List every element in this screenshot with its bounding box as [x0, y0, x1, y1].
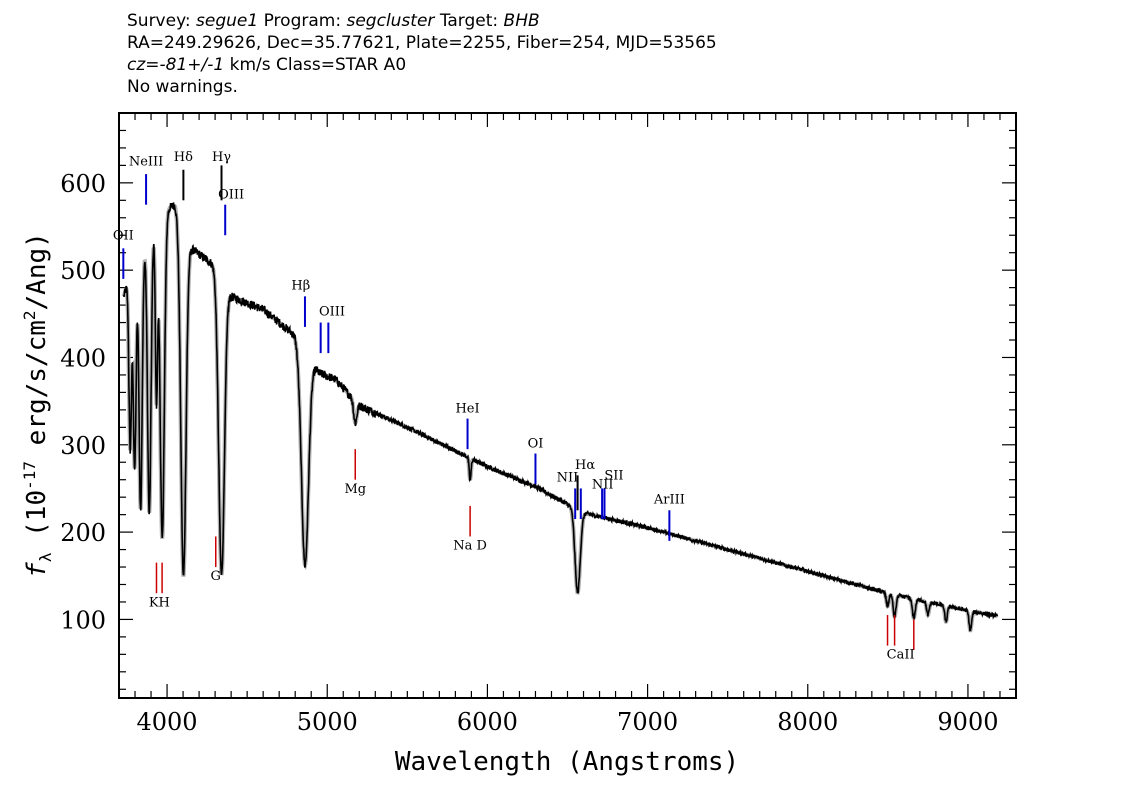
x-tick-label: 7000 — [617, 708, 678, 736]
spectral-line-label: OI — [528, 436, 544, 451]
noise-band — [121, 203, 998, 633]
spectral-line-label: Mg — [344, 482, 366, 497]
spectral-line-label: Hβ — [291, 278, 310, 293]
cz-rest: km/s Class=STAR A0 — [224, 55, 407, 75]
y-tick-label: 500 — [60, 257, 106, 285]
y-axis-title-end: /Ang) — [22, 232, 52, 310]
spectral-line-label: OII — [113, 229, 134, 244]
spectral-line-label: G — [211, 569, 221, 584]
program-value: segcluster — [346, 11, 435, 31]
y-tick-label: 200 — [60, 519, 106, 547]
x-tick-label: 8000 — [777, 708, 838, 736]
spectrum-header: Survey: segue1 Program: segcluster Targe… — [127, 10, 717, 98]
y-axis-title-main: (10 — [22, 490, 52, 553]
target-label: Target: — [439, 11, 499, 31]
y-axis-title: fλ (10-17 erg/s/cm2/Ang) — [20, 232, 55, 578]
spectral-line-label: Hγ — [212, 150, 231, 165]
y-tick-label: 600 — [60, 170, 106, 198]
y-tick-label: 400 — [60, 344, 106, 372]
y-tick-labels: 100 200 300 400 500 600 — [60, 170, 106, 635]
y-tick-label: 300 — [60, 432, 106, 460]
axis-ticks — [118, 112, 1017, 698]
x-tick-label: 6000 — [457, 708, 518, 736]
y-axis-title-mid: erg/s/cm — [22, 320, 52, 461]
spectral-line-markers — [122, 165, 915, 650]
spectral-line-label: KH — [149, 595, 170, 610]
header-line-survey: Survey: segue1 Program: segcluster Targe… — [127, 10, 717, 32]
spectral-line-label: SII — [604, 469, 623, 484]
spectral-line-label: Hδ — [174, 150, 193, 165]
x-axis-title: Wavelength (Angstroms) — [395, 747, 739, 777]
spectral-line-label: OIII — [218, 188, 244, 203]
x-tick-labels: 4000 5000 6000 7000 8000 9000 — [137, 708, 999, 736]
spectral-line-label: NeIII — [129, 154, 163, 169]
spectral-line-label: CaII — [887, 648, 915, 663]
header-line-coordinates: RA=249.29626, Dec=35.77621, Plate=2255, … — [127, 33, 717, 53]
survey-value: segue1 — [196, 11, 259, 31]
plot-frame — [118, 112, 1017, 699]
spectral-line-label: HeI — [455, 401, 479, 416]
y-tick-label: 100 — [60, 606, 106, 634]
program-label: Program: — [263, 11, 342, 31]
cz-label: cz= — [127, 55, 160, 75]
survey-label: Survey: — [127, 11, 191, 31]
header-line-warnings: No warnings. — [127, 77, 238, 97]
y-axis-title-sup1: -17 — [20, 461, 39, 490]
y-axis-title-sup2: 2 — [20, 310, 39, 320]
y-axis-title-f: f — [22, 562, 52, 578]
spectral-line-label: NII — [592, 477, 614, 492]
spectral-line-label: ArIII — [653, 492, 685, 507]
header-line-redshift: cz=-81+/-1 km/s Class=STAR A0 — [127, 54, 717, 76]
x-tick-label: 4000 — [137, 708, 198, 736]
spectrum-line — [123, 202, 999, 632]
x-tick-label: 5000 — [297, 708, 358, 736]
x-tick-label: 9000 — [937, 708, 998, 736]
spectral-line-label: Hα — [575, 458, 595, 473]
spectral-line-label: Na D — [453, 539, 487, 554]
spectral-line-label: NII — [557, 470, 579, 485]
spectral-line-label: OIII — [319, 305, 345, 320]
y-axis-title-sub: λ — [36, 552, 55, 562]
cz-value: -81+/-1 — [159, 55, 225, 75]
target-value: BHB — [503, 11, 540, 31]
